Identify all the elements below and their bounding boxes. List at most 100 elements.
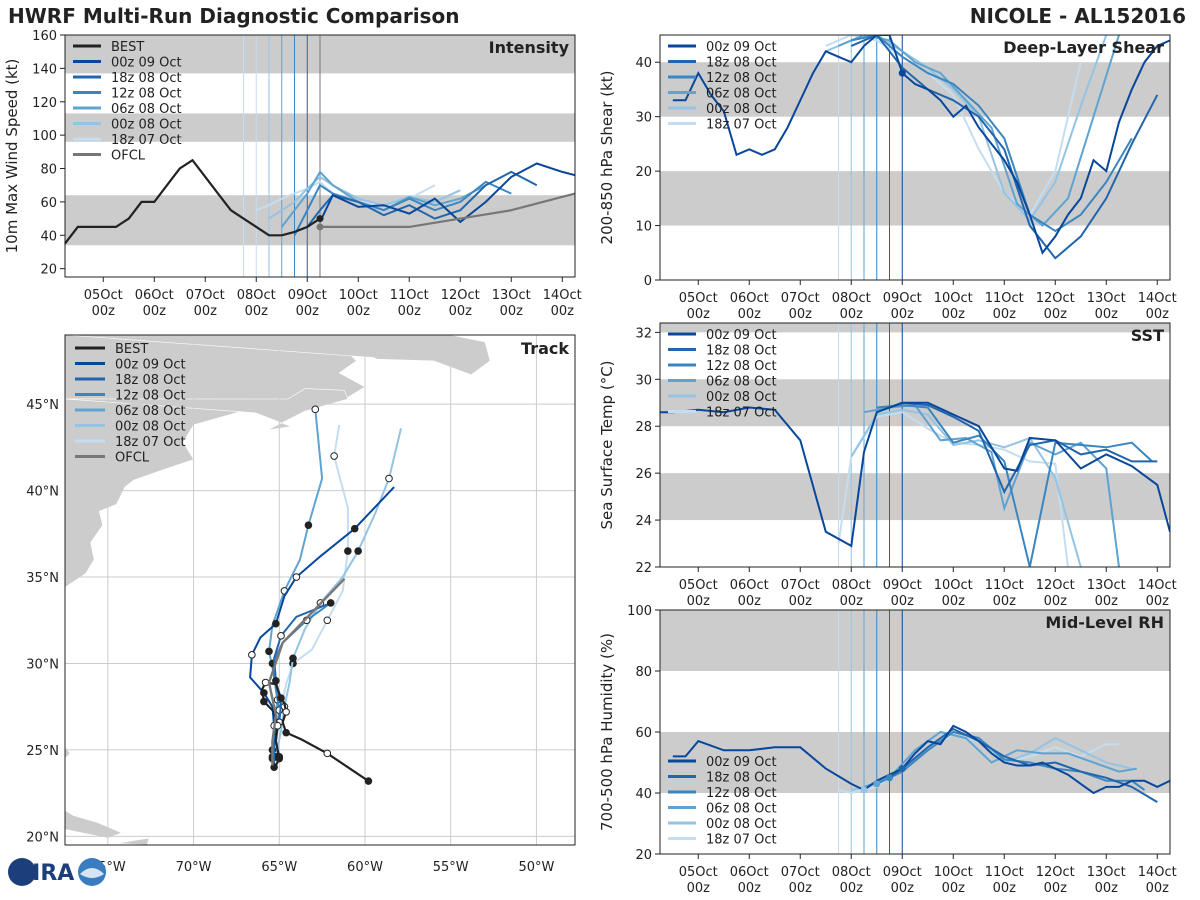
shear-xtick-sublabel: 00z bbox=[1146, 307, 1170, 322]
sst-xtick-sublabel: 00z bbox=[1044, 594, 1068, 609]
rh-legend-label: 12z 08 Oct bbox=[706, 786, 777, 801]
shear-xtick-label: 09Oct bbox=[883, 291, 922, 306]
track-best-point bbox=[277, 694, 285, 702]
track-point bbox=[289, 654, 297, 663]
intensity-xtick-sublabel: 00z bbox=[500, 304, 524, 319]
sst-xtick-sublabel: 00z bbox=[738, 594, 762, 609]
intensity-ofcl-point bbox=[316, 223, 324, 231]
track-frame bbox=[64, 334, 576, 846]
rh-xtick-sublabel: 00z bbox=[942, 881, 966, 896]
shear-series-18z-08-Oct bbox=[850, 35, 1159, 260]
sst-xtick-label: 12Oct bbox=[1036, 578, 1075, 593]
track-point bbox=[277, 632, 285, 640]
rh-xtick-sublabel: 00z bbox=[1044, 881, 1068, 896]
track-point bbox=[350, 524, 359, 533]
shear-band bbox=[660, 62, 1170, 117]
track-best-point bbox=[282, 708, 290, 716]
intensity-xtick-sublabel: 00z bbox=[347, 304, 371, 319]
shear-legend-label: 18z 08 Oct bbox=[706, 56, 777, 71]
rh-xtick-sublabel: 00z bbox=[891, 881, 915, 896]
sst-xtick-label: 14Oct bbox=[1138, 578, 1177, 593]
rh-ytick-label: 60 bbox=[635, 726, 652, 741]
track-land bbox=[65, 745, 71, 760]
globe-icon bbox=[8, 858, 36, 886]
intensity-xtick-label: 08Oct bbox=[237, 288, 276, 303]
track-panel bbox=[64, 334, 576, 846]
rh-ytick-label: 40 bbox=[635, 787, 652, 802]
intensity-xtick-label: 14Oct bbox=[543, 288, 582, 303]
sst-xtick-label: 09Oct bbox=[883, 578, 922, 593]
track-best-point bbox=[323, 749, 332, 758]
track-ytick-label: 45°N bbox=[26, 398, 59, 413]
track-legend-label: 18z 08 Oct bbox=[115, 373, 186, 388]
track-title: Track bbox=[521, 339, 569, 358]
sst-xtick-sublabel: 00z bbox=[891, 594, 915, 609]
sst-xtick-label: 07Oct bbox=[781, 578, 820, 593]
sst-legend-label: 00z 08 Oct bbox=[706, 390, 777, 405]
shear-xtick-sublabel: 00z bbox=[891, 307, 915, 322]
track-xtick-label: 50°W bbox=[518, 860, 554, 875]
sst-ytick-label: 32 bbox=[635, 326, 652, 341]
track-xtick-label: 65°W bbox=[261, 860, 297, 875]
shear-legend-label: 12z 08 Oct bbox=[706, 71, 777, 86]
intensity-legend-label: BEST bbox=[111, 40, 144, 55]
shear-series-06z-08-Oct bbox=[838, 35, 1120, 227]
shear-xtick-sublabel: 00z bbox=[687, 307, 711, 322]
shear-xtick-sublabel: 00z bbox=[1095, 307, 1119, 322]
intensity-panel bbox=[60, 34, 576, 282]
sst-ytick-label: 28 bbox=[635, 420, 652, 435]
rh-xtick-sublabel: 00z bbox=[840, 881, 864, 896]
intensity-series-18z-08-Oct bbox=[306, 170, 538, 228]
rh-xtick-label: 07Oct bbox=[781, 865, 820, 880]
logo-text: CIRA bbox=[16, 861, 74, 886]
sst-ytick-label: 22 bbox=[635, 561, 652, 576]
track-best-point bbox=[260, 697, 268, 706]
intensity-best-line bbox=[64, 158, 321, 245]
shear-init-point bbox=[898, 69, 906, 77]
sst-frame bbox=[659, 322, 1171, 568]
shear-xtick-sublabel: 00z bbox=[789, 307, 813, 322]
shear-title: Deep-Layer Shear bbox=[1003, 38, 1164, 57]
sst-legend-label: 18z 07 Oct bbox=[706, 406, 777, 421]
intensity-legend-label: 06z 08 Oct bbox=[111, 102, 182, 117]
intensity-ytick-label: 60 bbox=[40, 196, 57, 211]
sst-panel bbox=[655, 322, 1171, 572]
track-ytick-label: 25°N bbox=[26, 744, 59, 759]
intensity-ytick-label: 140 bbox=[32, 62, 57, 77]
intensity-xtick-label: 07Oct bbox=[186, 288, 225, 303]
shear-series-00z-09-Oct bbox=[672, 35, 1170, 255]
intensity-legend-label: 12z 08 Oct bbox=[111, 87, 182, 102]
track-point bbox=[344, 547, 352, 555]
intensity-xtick-sublabel: 00z bbox=[143, 304, 167, 319]
sst-series-12z-08-Oct bbox=[876, 404, 1153, 567]
sst-ytick-label: 30 bbox=[635, 373, 652, 388]
sst-band bbox=[660, 473, 1170, 521]
sst-series-00z-08-Oct bbox=[850, 408, 1082, 567]
track-series-18z-08-Oct bbox=[273, 602, 332, 768]
rh-legend-label: 00z 09 Oct bbox=[706, 755, 777, 770]
shear-ytick-label: 0 bbox=[644, 274, 652, 289]
rh-legend-label: 00z 08 Oct bbox=[706, 817, 777, 832]
intensity-xtick-sublabel: 00z bbox=[398, 304, 422, 319]
intensity-xtick-sublabel: 00z bbox=[551, 304, 575, 319]
intensity-legend-label: OFCL bbox=[111, 149, 146, 164]
rh-init-point bbox=[898, 765, 906, 773]
sst-xtick-sublabel: 00z bbox=[942, 594, 966, 609]
rh-ytick-label: 20 bbox=[635, 848, 652, 863]
intensity-xtick-label: 13Oct bbox=[492, 288, 531, 303]
sst-xtick-label: 08Oct bbox=[832, 578, 871, 593]
rh-band bbox=[660, 732, 1170, 793]
sst-xtick-sublabel: 00z bbox=[687, 594, 711, 609]
shear-ytick-label: 10 bbox=[635, 220, 652, 235]
storm-title: NICOLE - AL152016 bbox=[969, 4, 1186, 28]
track-series-00z-08-Oct bbox=[274, 428, 402, 757]
rh-xtick-label: 09Oct bbox=[883, 865, 922, 880]
track-ytick-label: 30°N bbox=[26, 657, 59, 672]
sst-xtick-sublabel: 00z bbox=[1146, 594, 1170, 609]
shear-xtick-label: 06Oct bbox=[730, 291, 769, 306]
intensity-legend-label: 00z 08 Oct bbox=[111, 118, 182, 133]
track-point bbox=[330, 452, 338, 460]
shear-ytick-label: 40 bbox=[635, 56, 652, 71]
intensity-series-00z-09-Oct bbox=[319, 162, 575, 224]
